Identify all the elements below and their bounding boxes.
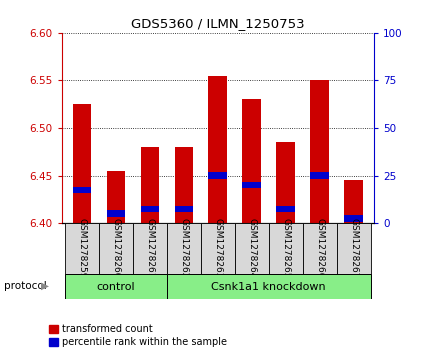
Bar	[73, 104, 92, 223]
Bar	[276, 142, 295, 223]
Bar	[269, 223, 303, 274]
Bar	[167, 274, 370, 299]
Bar	[344, 215, 363, 222]
Bar	[133, 223, 167, 274]
Bar	[99, 223, 133, 274]
Bar	[337, 223, 370, 274]
Text: GSM1278267: GSM1278267	[349, 219, 358, 279]
Text: Csnk1a1 knockdown: Csnk1a1 knockdown	[212, 282, 326, 292]
Bar	[65, 274, 167, 299]
Text: ▶: ▶	[41, 281, 49, 291]
Text: GSM1278266: GSM1278266	[315, 219, 324, 279]
Bar	[140, 205, 159, 212]
Text: protocol: protocol	[4, 281, 47, 291]
Bar	[175, 205, 193, 212]
Bar	[235, 223, 269, 274]
Title: GDS5360 / ILMN_1250753: GDS5360 / ILMN_1250753	[131, 17, 304, 30]
Text: GSM1278263: GSM1278263	[213, 219, 222, 279]
Bar	[106, 171, 125, 223]
Bar	[303, 223, 337, 274]
Bar	[276, 205, 295, 212]
Bar	[209, 76, 227, 223]
Text: control: control	[97, 282, 135, 292]
Text: GSM1278262: GSM1278262	[180, 219, 188, 279]
Legend: transformed count, percentile rank within the sample: transformed count, percentile rank withi…	[49, 324, 227, 347]
Text: GSM1278259: GSM1278259	[77, 219, 87, 279]
Bar	[310, 80, 329, 223]
Bar	[140, 147, 159, 223]
Bar	[167, 223, 201, 274]
Bar	[65, 223, 99, 274]
Bar	[242, 182, 261, 188]
Bar	[344, 180, 363, 223]
Text: GSM1278261: GSM1278261	[145, 219, 154, 279]
Bar	[242, 99, 261, 223]
Bar	[106, 211, 125, 217]
Bar	[201, 223, 235, 274]
Text: GSM1278264: GSM1278264	[247, 219, 256, 279]
Text: GSM1278265: GSM1278265	[281, 219, 290, 279]
Bar	[209, 172, 227, 179]
Bar	[310, 172, 329, 179]
Text: GSM1278260: GSM1278260	[111, 219, 121, 279]
Bar	[73, 187, 92, 193]
Bar	[175, 147, 193, 223]
